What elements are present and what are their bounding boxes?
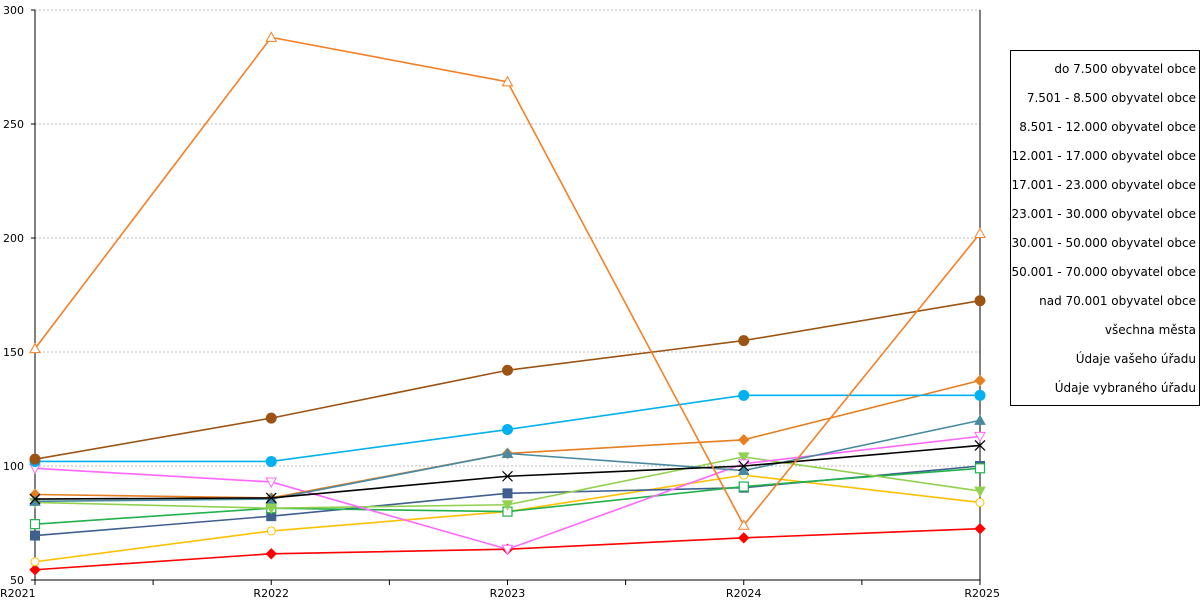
x-tick-label: R2023 — [490, 587, 526, 600]
legend-item: Údaje vašeho úřadu — [1075, 352, 1196, 366]
legend-item: 50.001 - 70.000 obyvatel obce — [1011, 265, 1196, 279]
x-marker — [502, 470, 513, 482]
open-circle-marker — [266, 526, 276, 536]
y-tick-label: 100 — [3, 460, 24, 473]
x-tick-label: R2021 — [0, 587, 36, 600]
down-triangle-marker — [501, 500, 514, 511]
down-triangle-marker — [974, 486, 986, 498]
series-lines — [29, 31, 986, 576]
legend-item: 30.001 - 50.000 obyvatel obce — [1011, 236, 1196, 250]
series-8 — [29, 440, 986, 505]
x-marker — [738, 460, 750, 472]
diamond-marker — [29, 564, 41, 576]
circle-marker — [738, 389, 750, 401]
circle-marker — [974, 295, 986, 307]
circle-marker — [265, 412, 277, 424]
diamond-marker — [974, 374, 986, 387]
circle-marker — [502, 364, 513, 376]
diamond-marker — [738, 434, 750, 446]
y-tick-label: 300 — [3, 4, 24, 17]
open-triangle-marker — [265, 31, 278, 42]
series-line — [34, 379, 981, 499]
y-tick-label: 50 — [10, 574, 24, 587]
series-9 — [29, 389, 986, 467]
series-11 — [29, 31, 986, 530]
diamond-marker — [738, 532, 750, 544]
legend-item: 8.501 - 12.000 obyvatel obce — [1019, 120, 1196, 134]
circle-marker — [265, 455, 277, 467]
tick-labels: 50 100 150 200 250 300 R2021 R2022 R2023 R2024 R20… — [0, 4, 1000, 600]
open-triangle-marker — [974, 227, 986, 238]
open-triangle-marker — [501, 75, 514, 87]
gridlines — [35, 9, 980, 467]
legend-item: Údaje vybraného úřadu — [1054, 381, 1196, 395]
down-triangle-marker — [737, 452, 750, 463]
series-line — [34, 299, 981, 460]
open-down-triangle-marker — [501, 544, 514, 556]
x-tick-label: R2025 — [964, 587, 1000, 600]
legend-item: do 7.500 obyvatel obce — [1054, 62, 1196, 76]
circle-marker — [974, 389, 986, 401]
y-tick-label: 200 — [3, 232, 24, 245]
open-square-marker — [974, 463, 986, 474]
series-10 — [29, 295, 986, 465]
legend-item: nad 70.001 obyvatel obce — [1039, 294, 1196, 308]
x-marker — [265, 492, 277, 504]
circle-marker — [502, 424, 513, 436]
triangle-marker — [501, 447, 514, 458]
legend: do 7.500 obyvatel obce 7.501 - 8.500 obyv… — [1010, 50, 1200, 406]
legend-item: 12.001 - 17.000 obyvatel obce — [1011, 149, 1196, 163]
x-tick-label: R2024 — [726, 587, 762, 600]
square-marker — [502, 488, 513, 499]
axes — [31, 9, 981, 585]
triangle-marker — [974, 414, 986, 425]
x-tick-label: R2022 — [253, 587, 289, 600]
legend-item: 7.501 - 8.500 obyvatel obce — [1026, 91, 1196, 105]
open-circle-marker — [30, 557, 40, 567]
triangle-marker — [737, 464, 750, 476]
open-square-marker — [738, 481, 749, 492]
line-chart: 50 100 150 200 250 300 R2021 R2022 R2023 R2024 R20… — [0, 4, 1000, 600]
open-square-marker — [29, 519, 41, 530]
open-down-triangle-marker — [265, 477, 278, 488]
down-triangle-marker — [265, 503, 278, 515]
circle-marker — [738, 335, 750, 347]
open-triangle-marker — [29, 342, 41, 354]
square-marker — [30, 530, 40, 541]
open-down-triangle-marker — [974, 431, 986, 443]
y-tick-label: 150 — [3, 346, 24, 359]
open-triangle-marker — [737, 519, 750, 530]
legend-item: všechna města — [1104, 323, 1196, 337]
circle-marker — [29, 453, 41, 465]
legend-item: 23.001 - 30.000 obyvatel obce — [1011, 207, 1196, 221]
x-marker — [974, 440, 986, 451]
diamond-marker — [974, 522, 986, 535]
x-marker — [29, 493, 41, 505]
legend-item: 17.001 - 23.000 obyvatel obce — [1011, 178, 1196, 192]
diamond-marker — [265, 548, 277, 560]
open-circle-marker — [975, 497, 985, 507]
y-tick-label: 250 — [3, 118, 24, 131]
